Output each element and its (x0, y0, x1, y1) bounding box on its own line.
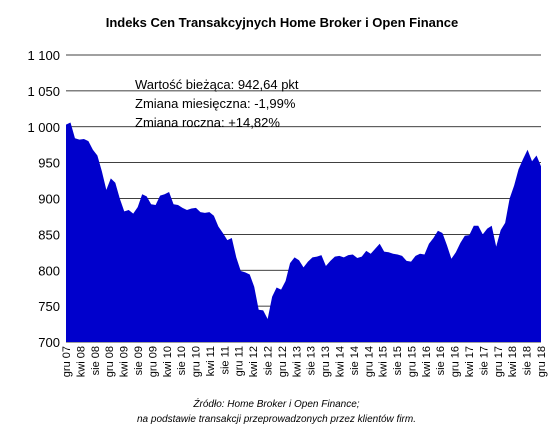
x-tick-label: gru 10 (191, 346, 203, 377)
x-tick-label: sie 16 (435, 346, 447, 375)
x-tick-label: sie 08 (90, 346, 102, 375)
x-tick-label: gru 13 (320, 346, 332, 377)
x-tick-label: gru 16 (450, 346, 462, 377)
y-tick-label: 1 000 (27, 120, 60, 135)
x-tick-label: kwi 14 (335, 346, 347, 377)
x-tick-label: gru 15 (407, 346, 419, 377)
x-tick-label: sie 10 (176, 346, 188, 375)
x-tick-label: gru 18 (536, 346, 548, 377)
x-tick-label: gru 11 (234, 346, 246, 376)
x-tick-label: sie 12 (263, 346, 275, 375)
y-tick-label: 800 (38, 263, 60, 278)
x-tick-label: gru 12 (277, 346, 289, 377)
area-series (66, 122, 541, 342)
x-tick-label: sie 14 (349, 346, 361, 375)
annotation-line: Zmiana roczna: +14,82% (135, 115, 280, 130)
x-tick-label: kwi 15 (378, 346, 390, 377)
x-tick-label: gru 08 (104, 346, 116, 377)
x-tick-label: kwi 17 (464, 346, 476, 377)
source-line-2: na podstawie transakcji przeprowadzonych… (136, 414, 416, 425)
x-tick-label: gru 17 (493, 346, 505, 377)
x-tick-label: gru 09 (147, 346, 159, 377)
x-tick-label: sie 13 (306, 346, 318, 375)
chart-title: Indeks Cen Transakcyjnych Home Broker i … (106, 15, 459, 30)
stats-annotation: Wartość bieżąca: 942,64 pkt Zmiana miesię… (135, 77, 299, 130)
x-tick-label: kwi 16 (421, 346, 433, 377)
y-tick-label: 750 (38, 299, 60, 314)
x-tick-label: kwi 11 (205, 346, 217, 376)
source-note: Źródło: Home Broker i Open Finance; na p… (0, 397, 553, 427)
y-tick-label: 850 (38, 227, 60, 242)
x-tick-label: kwi 12 (248, 346, 260, 377)
annotation-line: Zmiana miesięczna: -1,99% (135, 96, 296, 111)
x-axis: gru 07 kwi 08 sie 08 gru 08 kwi 09 sie 09 gru … (61, 346, 548, 377)
x-tick-label: sie 09 (133, 346, 145, 375)
x-tick-label: sie 18 (522, 346, 534, 375)
source-line-1: Źródło: Home Broker i Open Finance; (193, 399, 360, 410)
y-tick-label: 1 050 (27, 84, 60, 99)
x-tick-label: sie 15 (392, 346, 404, 375)
y-tick-label: 700 (38, 335, 60, 350)
annotation-line: Wartość bieżąca: 942,64 pkt (135, 77, 299, 92)
x-tick-label: kwi 10 (162, 346, 174, 377)
x-tick-label: kwi 13 (291, 346, 303, 377)
y-tick-label: 950 (38, 156, 60, 171)
y-tick-label: 1 100 (27, 48, 60, 63)
x-tick-label: sie 17 (478, 346, 490, 375)
y-tick-label: 900 (38, 192, 60, 207)
x-tick-label: kwi 08 (75, 346, 87, 377)
x-tick-label: gru 07 (61, 346, 73, 377)
y-axis: 1 100 1 050 1 000 950 900 850 800 750 700 (27, 48, 60, 350)
x-tick-label: kwi 18 (507, 346, 519, 377)
x-tick-label: sie 11 (219, 346, 231, 375)
x-tick-label: gru 14 (363, 346, 375, 377)
x-tick-label: kwi 09 (119, 346, 131, 377)
